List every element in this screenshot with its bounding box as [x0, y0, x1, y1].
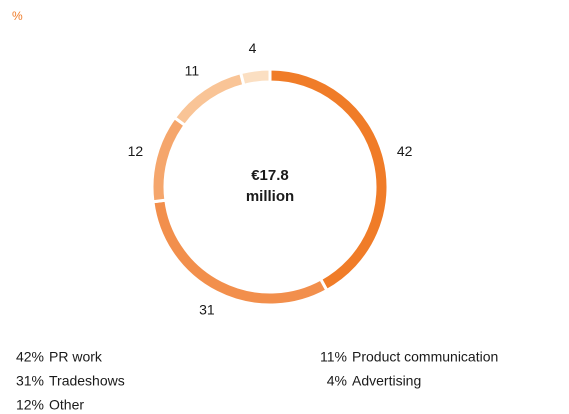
center-unit: million	[246, 188, 294, 205]
donut-slice	[150, 115, 188, 204]
legend-label: Product communication	[352, 349, 498, 365]
slice-label: 31	[199, 302, 215, 318]
legend-value: 12%	[16, 397, 44, 413]
legend-label: PR work	[49, 349, 103, 365]
legend-value: 42%	[16, 349, 44, 365]
slice-label: 11	[185, 63, 200, 79]
slice-label: 4	[249, 40, 257, 56]
donut-slice	[151, 198, 329, 307]
legend-value: 31%	[16, 373, 44, 389]
unit-label: %	[12, 9, 23, 23]
slice-label: 12	[128, 143, 144, 159]
center-value: €17.8	[251, 167, 289, 184]
legend-value: 4%	[327, 373, 347, 389]
legend-label: Advertising	[352, 373, 421, 389]
slice-label: 42	[397, 143, 413, 159]
legend-label: Tradeshows	[49, 373, 125, 389]
donut-slice	[172, 70, 246, 128]
donut-slice	[238, 67, 272, 88]
legend-value: 11%	[320, 349, 347, 365]
legend-label: Other	[49, 397, 84, 413]
